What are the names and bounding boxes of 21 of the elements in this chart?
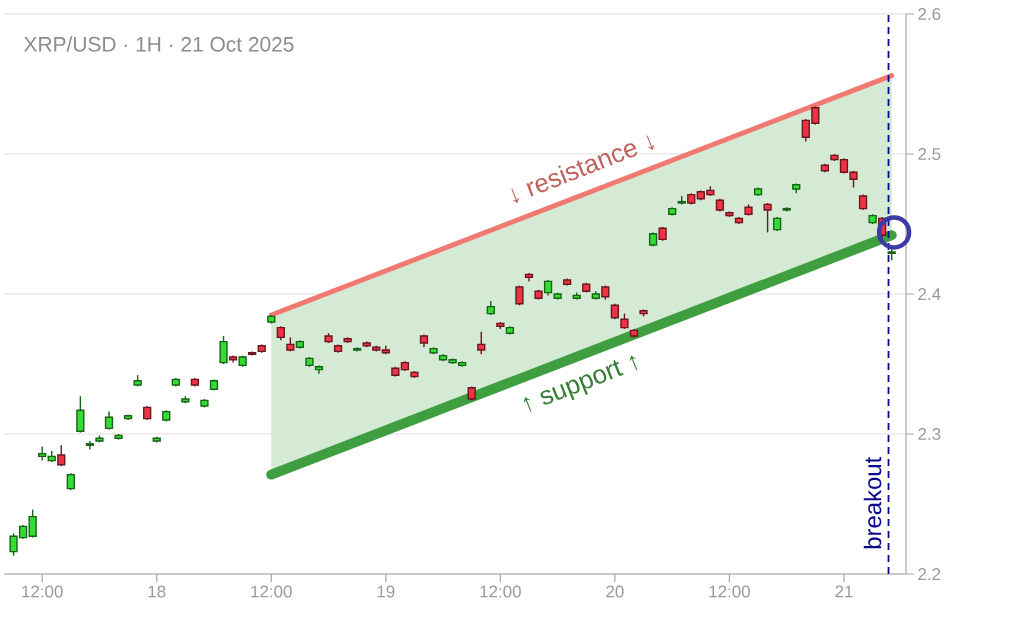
x-tick-label: 18 bbox=[148, 585, 166, 598]
y-tick-label: 2.5 bbox=[918, 148, 941, 160]
ref-line-label: breakout bbox=[863, 456, 882, 549]
text: XRP/USD · 1H · 21 Oct 2025 bbox=[23, 36, 294, 52]
x-tick-label: 19 bbox=[377, 585, 395, 598]
candlestick bbox=[104, 410, 114, 431]
x-tick-label: 12:00 bbox=[22, 585, 63, 598]
candlestick bbox=[763, 202, 772, 234]
candlestick bbox=[477, 331, 486, 355]
candlestick bbox=[219, 335, 228, 365]
candlestick bbox=[76, 395, 85, 434]
y-tick-label: 2.6 bbox=[918, 8, 941, 20]
y-tick-label: 2.4 bbox=[918, 288, 941, 300]
y-tick-label: 2.2 bbox=[918, 568, 941, 580]
x-tick-label: 12:00 bbox=[480, 585, 521, 598]
y-tick-label: 2.3 bbox=[918, 428, 941, 440]
x-tick-label: 20 bbox=[606, 585, 624, 598]
x-tick-label: 12:00 bbox=[251, 585, 292, 598]
x-tick-label: 12:00 bbox=[709, 585, 750, 598]
candlestick bbox=[38, 445, 47, 462]
x-tick-label: 21 bbox=[835, 585, 853, 598]
